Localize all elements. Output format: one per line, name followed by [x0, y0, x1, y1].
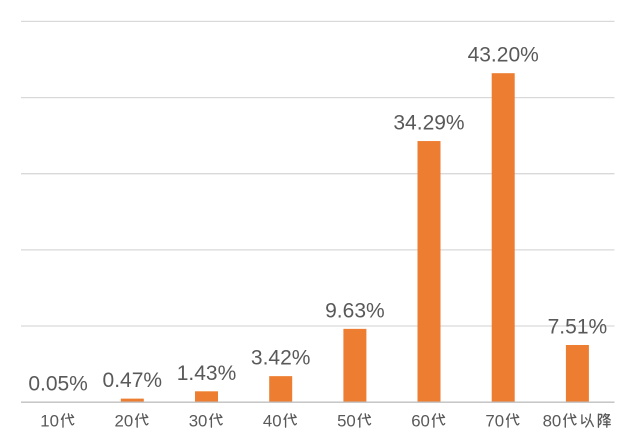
svg-text:60: 60 — [411, 412, 430, 431]
svg-text:80: 80 — [543, 412, 562, 431]
svg-text:34.29%: 34.29% — [393, 112, 464, 135]
svg-text:50: 50 — [337, 412, 356, 431]
svg-text:0.05%: 0.05% — [28, 372, 88, 395]
svg-text:20: 20 — [115, 412, 134, 431]
svg-text:43.20%: 43.20% — [468, 44, 539, 67]
svg-text:70: 70 — [485, 412, 504, 431]
svg-text:10: 10 — [40, 412, 59, 431]
svg-text:7.51%: 7.51% — [548, 316, 608, 339]
svg-text:9.63%: 9.63% — [325, 299, 385, 322]
svg-text:40: 40 — [263, 412, 282, 431]
svg-text:0.47%: 0.47% — [103, 369, 163, 392]
svg-text:3.42%: 3.42% — [251, 347, 311, 370]
svg-text:1.43%: 1.43% — [177, 362, 237, 385]
svg-text:30: 30 — [189, 412, 208, 431]
